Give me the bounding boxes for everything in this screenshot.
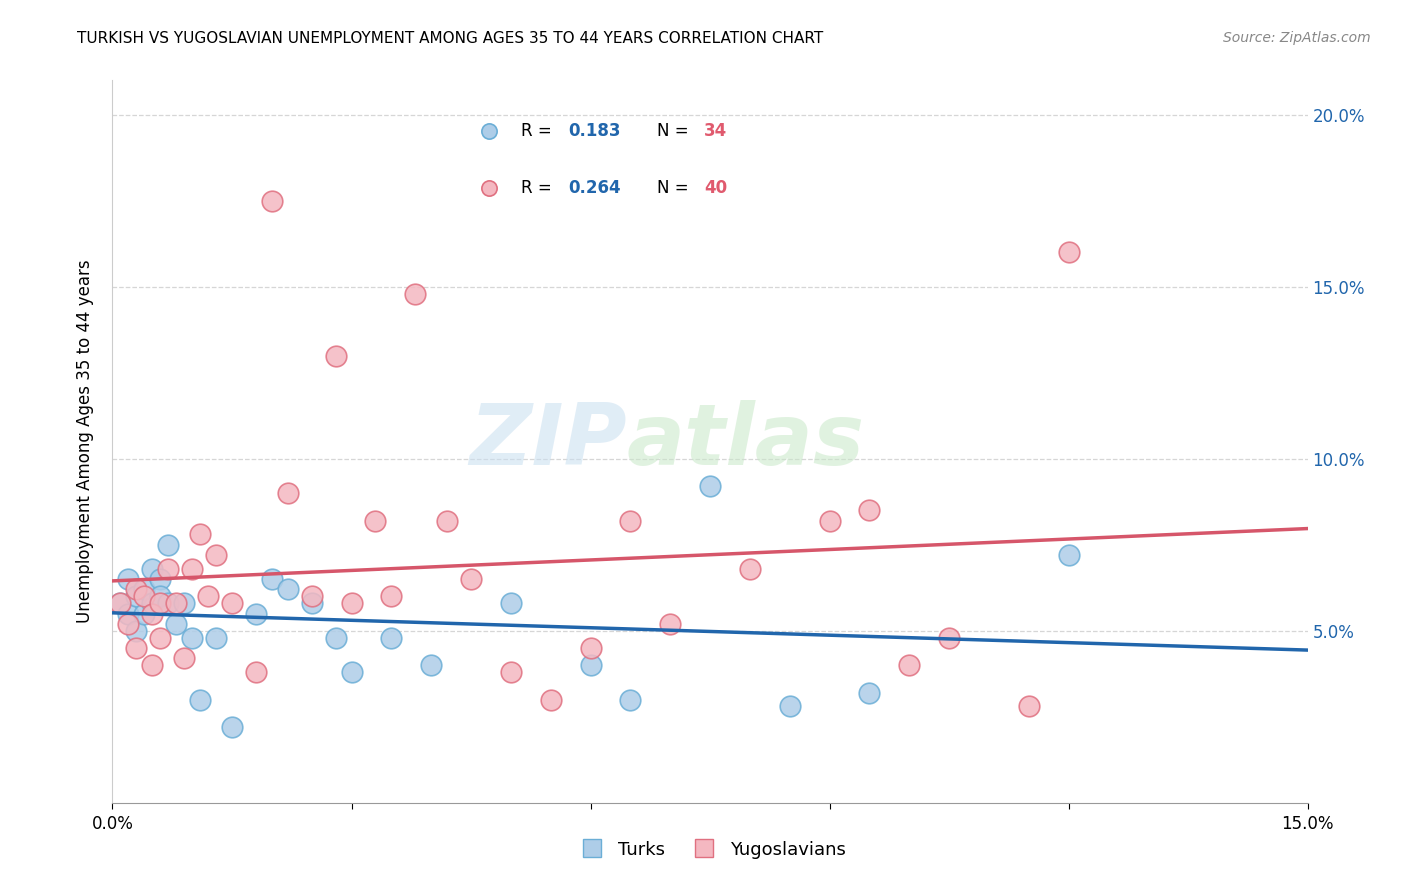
Point xyxy=(165,616,187,631)
Point xyxy=(165,596,187,610)
Point xyxy=(141,562,163,576)
Point xyxy=(221,720,243,734)
Point xyxy=(277,582,299,597)
Point xyxy=(157,538,180,552)
Point xyxy=(125,624,148,638)
Point xyxy=(404,286,426,301)
Point xyxy=(380,631,402,645)
Text: atlas: atlas xyxy=(627,400,865,483)
Point xyxy=(1057,548,1080,562)
Point xyxy=(738,562,761,576)
Point xyxy=(125,640,148,655)
Point xyxy=(659,616,682,631)
Point xyxy=(157,562,180,576)
Point xyxy=(579,658,602,673)
Point xyxy=(141,607,163,621)
Point xyxy=(325,631,347,645)
Point xyxy=(340,596,363,610)
Point xyxy=(858,503,880,517)
Point xyxy=(245,607,267,621)
Point xyxy=(540,692,562,706)
Point xyxy=(340,665,363,679)
Y-axis label: Unemployment Among Ages 35 to 44 years: Unemployment Among Ages 35 to 44 years xyxy=(76,260,94,624)
Point xyxy=(277,486,299,500)
Point xyxy=(134,607,156,621)
Point xyxy=(188,527,211,541)
Point xyxy=(364,514,387,528)
Point xyxy=(117,572,139,586)
Point xyxy=(779,699,801,714)
Point xyxy=(149,590,172,604)
Text: Source: ZipAtlas.com: Source: ZipAtlas.com xyxy=(1223,31,1371,45)
Point xyxy=(125,590,148,604)
Point xyxy=(110,596,132,610)
Point xyxy=(818,514,841,528)
Point xyxy=(205,548,228,562)
Point xyxy=(301,590,323,604)
Point xyxy=(141,596,163,610)
Point xyxy=(134,590,156,604)
Point xyxy=(221,596,243,610)
Point xyxy=(117,616,139,631)
Point xyxy=(245,665,267,679)
Point xyxy=(141,658,163,673)
Point xyxy=(134,582,156,597)
Point xyxy=(125,582,148,597)
Point xyxy=(898,658,921,673)
Point xyxy=(499,665,522,679)
Point xyxy=(301,596,323,610)
Text: TURKISH VS YUGOSLAVIAN UNEMPLOYMENT AMONG AGES 35 TO 44 YEARS CORRELATION CHART: TURKISH VS YUGOSLAVIAN UNEMPLOYMENT AMON… xyxy=(77,31,824,46)
Point xyxy=(380,590,402,604)
Point xyxy=(197,590,219,604)
Point xyxy=(260,194,283,208)
Point xyxy=(1018,699,1040,714)
Point xyxy=(858,686,880,700)
Point xyxy=(157,596,180,610)
Point xyxy=(173,596,195,610)
Point xyxy=(260,572,283,586)
Point xyxy=(499,596,522,610)
Point xyxy=(619,514,641,528)
Legend: Turks, Yugoslavians: Turks, Yugoslavians xyxy=(567,834,853,866)
Point xyxy=(181,562,204,576)
Point xyxy=(420,658,443,673)
Point xyxy=(205,631,228,645)
Point xyxy=(173,651,195,665)
Point xyxy=(325,349,347,363)
Text: ZIP: ZIP xyxy=(468,400,627,483)
Point xyxy=(110,596,132,610)
Point xyxy=(117,607,139,621)
Point xyxy=(149,572,172,586)
Point xyxy=(436,514,458,528)
Point xyxy=(181,631,204,645)
Point xyxy=(579,640,602,655)
Point xyxy=(1057,245,1080,260)
Point xyxy=(149,596,172,610)
Point xyxy=(699,479,721,493)
Point xyxy=(938,631,960,645)
Point xyxy=(188,692,211,706)
Point xyxy=(149,631,172,645)
Point xyxy=(460,572,482,586)
Point xyxy=(619,692,641,706)
